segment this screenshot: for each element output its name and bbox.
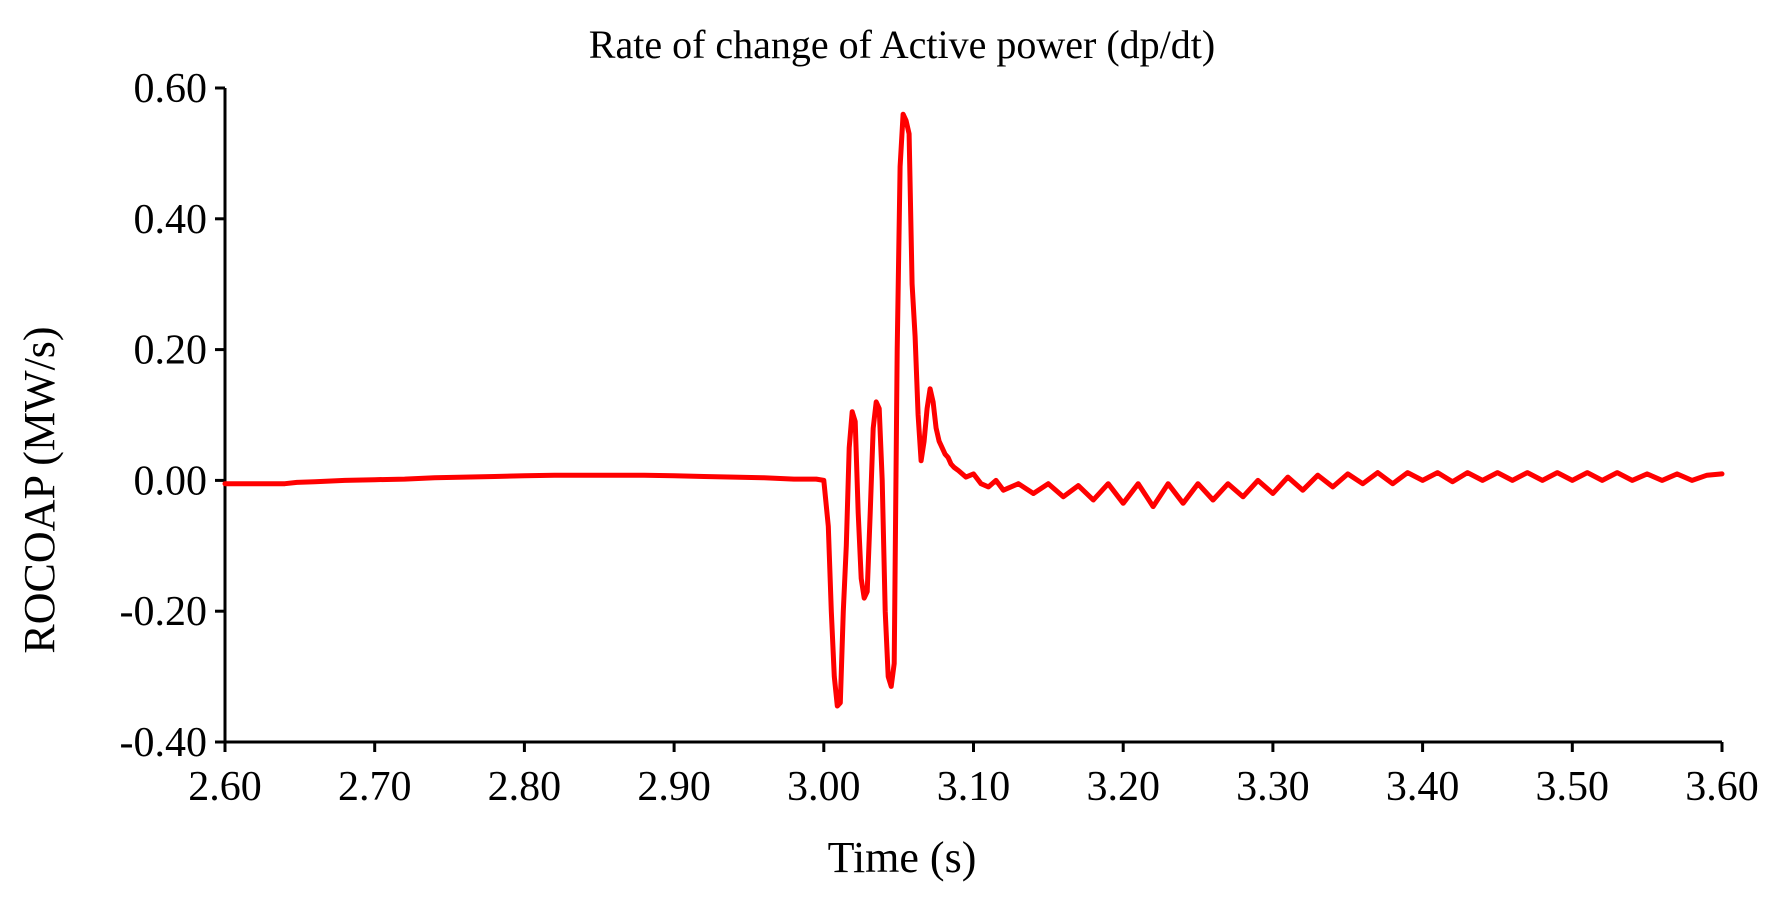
x-tick-label: 3.00 (787, 764, 861, 810)
x-tick-label: 2.60 (188, 764, 262, 810)
y-tick-label: -0.40 (120, 720, 208, 766)
x-tick-label: 3.40 (1386, 764, 1460, 810)
x-tick-label: 3.10 (937, 764, 1011, 810)
y-axis-label: ROCOAP (MW/s) (15, 326, 64, 653)
series-group (222, 111, 1725, 709)
y-tick-label: 0.60 (134, 66, 208, 112)
chart-title: Rate of change of Active power (dp/dt) (589, 22, 1215, 67)
x-tick-label: 3.60 (1685, 764, 1759, 810)
y-tick-label: -0.20 (120, 589, 208, 635)
x-tick-label: 2.70 (338, 764, 412, 810)
y-axis-ticks: 0.60 0.40 0.20 0.00 -0.20 -0.40 (120, 66, 225, 766)
y-tick-label: 0.00 (134, 458, 208, 504)
x-axis-ticks: 2.60 2.70 2.80 2.90 3.00 3.10 3.20 3.30 3.40 3.50… (188, 742, 1759, 810)
x-axis-label: Time (s) (828, 833, 977, 882)
y-tick-label: 0.20 (134, 328, 208, 374)
series-line-rocoap (222, 111, 1725, 709)
x-tick-label: 2.90 (637, 764, 711, 810)
y-tick-label: 0.40 (134, 197, 208, 243)
x-tick-label: 3.20 (1086, 764, 1160, 810)
x-tick-label: 3.30 (1236, 764, 1310, 810)
x-tick-label: 2.80 (488, 764, 562, 810)
x-tick-label: 3.50 (1536, 764, 1610, 810)
